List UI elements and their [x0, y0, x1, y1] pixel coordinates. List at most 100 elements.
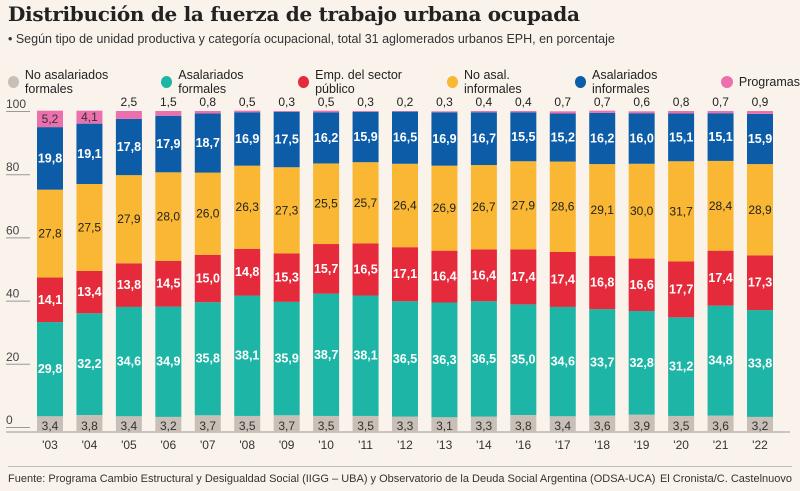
bar-segment — [470, 112, 497, 166]
bar-segment — [707, 305, 734, 416]
data-label: 16,4 — [472, 268, 496, 282]
x-tick-label: '04 — [82, 438, 98, 452]
data-label: 0,7 — [594, 95, 611, 109]
bar-segment — [549, 111, 576, 114]
bar-segment — [392, 301, 418, 417]
data-label: 0,8 — [199, 95, 216, 109]
bar-segment — [352, 111, 379, 112]
bar-segment — [37, 110, 63, 128]
bar-segment — [392, 247, 418, 302]
bar-segment — [37, 322, 63, 417]
chart-title: Distribución de la fuerza de trabajo urb… — [8, 2, 580, 26]
data-label: 5,2 — [42, 112, 59, 126]
credit: El Cronista/C. Castelnuovo — [659, 473, 792, 485]
bar-segment — [707, 415, 734, 432]
bar-segment — [628, 311, 655, 415]
bar-segment — [234, 415, 261, 432]
bar-segment — [76, 110, 103, 124]
data-label: 0,3 — [436, 95, 453, 109]
bar-segment — [234, 110, 261, 113]
bar-segment — [470, 301, 497, 417]
data-label: 0,4 — [476, 95, 493, 109]
data-label: 3,1 — [436, 419, 453, 433]
legend-item: No asal. informales — [447, 68, 561, 96]
bar-segment — [37, 189, 63, 278]
data-label: 28,4 — [709, 199, 733, 213]
data-label: 30,0 — [630, 204, 654, 218]
bar-segment — [510, 304, 537, 415]
bar-segment — [273, 253, 300, 302]
bar-segment — [431, 302, 458, 418]
bar-segment — [431, 417, 458, 432]
x-tick-label: '03 — [42, 438, 58, 452]
bar-segment — [155, 416, 182, 432]
bar-segment — [76, 270, 103, 314]
data-label: 3,4 — [42, 419, 59, 433]
bar-segment — [510, 161, 537, 250]
legend-swatch — [720, 76, 733, 88]
source-note: Fuente: Programa Cambio Estructural y De… — [8, 473, 656, 485]
data-label: 16,5 — [393, 131, 417, 145]
x-tick-label: '14 — [476, 438, 492, 452]
bar-segment — [194, 172, 221, 255]
data-label: 3,5 — [673, 419, 690, 433]
x-tick-label: '08 — [239, 438, 255, 452]
x-tick-label: '09 — [279, 438, 295, 452]
data-label: 16,9 — [235, 132, 259, 146]
chart-subtitle: • Según tipo de unidad productiva y cate… — [8, 32, 615, 46]
bar-segment — [668, 113, 695, 162]
bar-segment — [510, 112, 537, 162]
data-label: 3,5 — [318, 419, 335, 433]
bar-segment — [392, 111, 418, 112]
bar-segment — [194, 415, 221, 432]
bar-segment — [549, 251, 576, 307]
data-label: 34,6 — [551, 355, 575, 369]
bar-segment — [589, 309, 616, 416]
data-label: 16,5 — [353, 262, 377, 276]
data-label: 26,3 — [236, 200, 260, 214]
bar-segment — [431, 111, 458, 113]
legend-label: No asal. informales — [464, 68, 522, 96]
data-label: 2,5 — [121, 95, 138, 109]
bar-segment — [392, 111, 418, 164]
data-label: 36,3 — [432, 353, 456, 367]
data-label: 3,4 — [121, 419, 138, 433]
data-label: 3,5 — [357, 419, 374, 433]
bar-segment — [589, 415, 616, 432]
y-tick-label: 40 — [6, 287, 20, 301]
bar-segment — [628, 163, 655, 259]
data-label: 26,4 — [393, 198, 417, 212]
data-label: 0,2 — [397, 95, 414, 109]
x-tick-label: '21 — [713, 438, 729, 452]
data-label: 31,2 — [669, 360, 693, 374]
data-label: 28,0 — [157, 210, 181, 224]
legend-item: No asalariados formales — [8, 68, 147, 96]
data-label: 3,6 — [594, 419, 611, 433]
x-tick-label: '10 — [318, 438, 334, 452]
bar-segment — [115, 111, 142, 119]
legend-swatch — [8, 76, 19, 88]
bar-segment — [115, 416, 142, 432]
bar-segment — [234, 165, 261, 249]
bar-segment — [115, 175, 142, 264]
data-label: 15,1 — [669, 130, 693, 144]
bar-segment — [470, 249, 497, 302]
legend-swatch — [298, 76, 310, 88]
bar-segment — [273, 167, 300, 254]
bar-segment — [747, 416, 773, 432]
x-tick-label: '20 — [673, 438, 689, 452]
bar-segment — [431, 250, 458, 303]
legend-swatch — [575, 76, 587, 88]
bar-segment — [628, 111, 655, 114]
bar-segment — [155, 260, 182, 307]
bar-segment — [313, 293, 340, 416]
data-label: 18,7 — [196, 136, 220, 150]
data-label: 35,0 — [511, 353, 535, 367]
legend-item: Programas — [720, 75, 800, 89]
bar-segment — [313, 110, 340, 113]
data-label: 15,2 — [551, 131, 575, 145]
data-label: 1,5 — [160, 95, 177, 109]
bar-segment — [194, 113, 221, 173]
data-label: 17,7 — [669, 282, 693, 296]
